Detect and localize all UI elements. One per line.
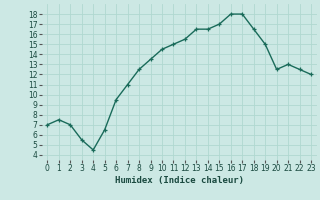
- X-axis label: Humidex (Indice chaleur): Humidex (Indice chaleur): [115, 176, 244, 185]
